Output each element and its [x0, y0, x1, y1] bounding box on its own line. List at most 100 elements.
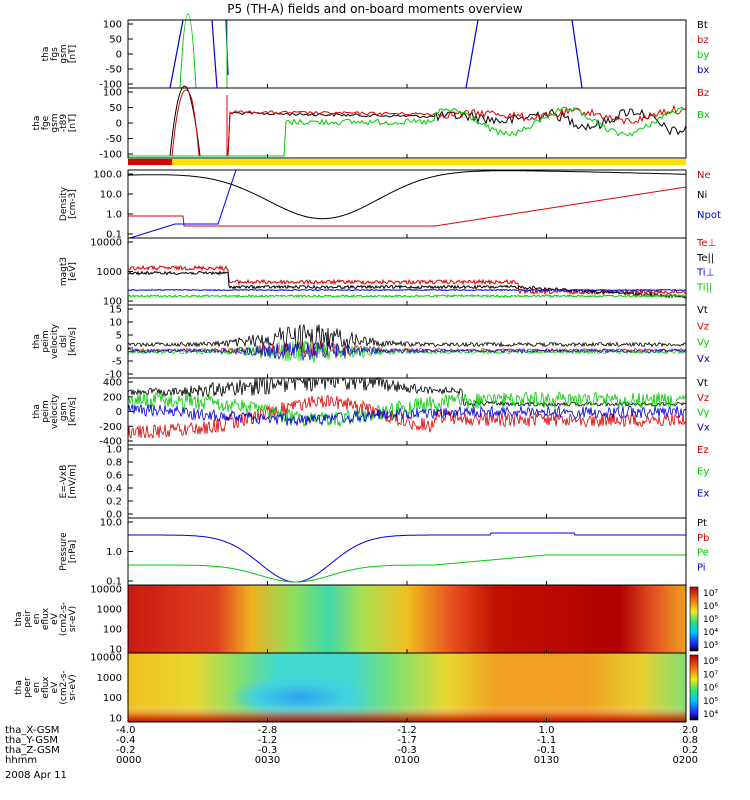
ylabel-line: (cm2-s- — [59, 602, 69, 636]
ylabel-line: E=-VxB — [59, 465, 69, 499]
series-bz — [171, 89, 200, 157]
ylabel-line: [mV/m] — [68, 465, 78, 499]
ytick-label: 1000 — [97, 605, 122, 616]
ytick-label: 10.0 — [100, 518, 122, 529]
panel-8: Pressure [nPa] 10.0 1.0 0.1 Pt Pb Pe Pi — [59, 517, 709, 588]
ylabel-line: fge — [41, 115, 51, 130]
footer-value: 0.8 — [682, 735, 698, 746]
legend-entry: Pt — [697, 518, 707, 529]
ytick-label: 10000 — [90, 585, 122, 596]
ylabel-line: tha — [14, 680, 24, 695]
ylabel-line: en — [32, 682, 42, 693]
footer-value: -1.7 — [397, 735, 417, 746]
footer-value: 2.0 — [682, 725, 698, 736]
legend-entry: Ti⊥ — [696, 268, 714, 279]
ytick-label: -50 — [106, 65, 122, 76]
legend-entry: Vx — [697, 422, 710, 433]
ytick-label: 100.0 — [93, 170, 122, 181]
series-bt — [128, 108, 687, 157]
ylabel-line: [km/s] — [68, 327, 78, 356]
colorbar-tick-label: 10⁷ — [703, 589, 718, 599]
panel-7-ylabel: E=-VxB [mV/m] — [59, 465, 78, 499]
ytick-label: 0 — [116, 344, 122, 355]
panel-4-data — [127, 264, 687, 299]
panel-4-ylabel: magt3 [eV] — [59, 257, 78, 286]
ylabel-line: gsm — [50, 113, 60, 132]
ylabel-line: magt3 — [59, 257, 69, 286]
spectrogram-ions — [128, 585, 686, 653]
panel-2-ylabel: tha fge gsm -t89 [nT] — [32, 113, 78, 132]
ytick-label: 0.6 — [106, 471, 122, 482]
panel-7: E=-VxB [mV/m] 1.0 0.8 0.6 0.4 0.2 0.0 Ez Ey Ex — [59, 444, 709, 521]
series-vy — [127, 391, 687, 428]
ylabel-line: peer — [23, 677, 33, 698]
ytick-label: -200 — [99, 422, 122, 433]
ytick-label: 100 — [103, 625, 122, 636]
ylabel-line: [km/s] — [68, 397, 78, 426]
ytick-label: 0 — [116, 50, 122, 61]
ytick-label: 100 — [103, 88, 122, 99]
panel-1: tha fgs gsm [nT] 100 50 0 -50 -100 Bt bz by bx — [41, 13, 709, 91]
colorbar-tick-label: 10⁸ — [703, 657, 718, 667]
ylabel-line: eflux — [41, 607, 51, 630]
colorbar-tick-label: 10⁶ — [703, 684, 718, 694]
panel-5-data — [127, 324, 687, 363]
series-bx — [169, 19, 184, 89]
series-te-perp — [127, 264, 687, 296]
panel-6-legend: Vt Vz Vy Vx — [697, 378, 710, 433]
legend-entry: Ez — [697, 445, 709, 456]
legend-entry: Te⊥ — [696, 238, 716, 249]
quality-bar-bad — [128, 159, 172, 165]
panel-frame — [127, 444, 687, 519]
footer-value: 0100 — [394, 755, 419, 766]
colorbar-tick-label: 10⁵ — [703, 697, 718, 707]
ylabel-line: peim — [41, 400, 51, 423]
panel-frame — [127, 377, 687, 446]
ytick-label: 0.1 — [106, 230, 122, 241]
legend-entry: bx — [697, 65, 709, 76]
footer-value: -1.2 — [397, 725, 417, 736]
series-bx — [128, 106, 687, 157]
ytick-label: 1.0 — [106, 210, 122, 221]
panel-6: tha peim velocity gsm [km/s] 400 200 0 -200 -400 V… — [32, 376, 710, 448]
panel-1-legend: Bt bz by bx — [697, 20, 709, 76]
panel-8-ylabel: Pressure [nPa] — [59, 532, 78, 571]
footer-value: -0.3 — [397, 745, 417, 756]
ytick-label: 10000 — [90, 653, 122, 664]
legend-entry: Bt — [697, 20, 708, 31]
panel-1-ylabel: tha fgs gsm [nT] — [41, 44, 78, 63]
series-bx — [465, 19, 583, 89]
footer-value: -0.1 — [537, 745, 557, 756]
ytick-label: 100 — [103, 20, 122, 31]
legend-entry: Ey — [697, 467, 709, 478]
legend-entry: Pi — [697, 562, 706, 573]
ylabel-line: eflux — [41, 676, 51, 699]
ylabel-line: dsl — [59, 335, 69, 348]
panel-6-data — [127, 376, 687, 439]
footer-value: 0.2 — [682, 745, 698, 756]
panel-10: tha peer en eflux eV (cm2-s-sr-eV) 10000 1000 10… — [14, 652, 718, 725]
legend-entry: Vt — [697, 305, 708, 316]
ytick-label: 50 — [109, 103, 122, 114]
series-bz — [128, 104, 687, 157]
panel-3: Density [cm-3] 100.0 10.0 1.0 0.1 Ne Ni Npot — [59, 169, 721, 241]
series-pe — [128, 554, 686, 583]
ylabel-line: tha — [32, 116, 42, 131]
legend-entry: Pb — [697, 533, 709, 544]
panel-2-data — [128, 85, 687, 165]
ylabel-line: tha — [41, 47, 51, 62]
colorbar-tick-label: 10⁶ — [703, 602, 718, 612]
panel-10-data — [128, 653, 686, 722]
footer-value: 0000 — [116, 755, 141, 766]
series-ti-perp — [127, 288, 687, 292]
legend-entry: Npot — [697, 210, 721, 221]
panel-2: tha fge gsm -t89 [nT] 100 50 0 -50 -100 Bz Bx — [32, 85, 710, 165]
colorbar-tick-label: 10⁵ — [703, 615, 718, 625]
ylabel-line: velocity — [50, 393, 60, 429]
panel-5-ylabel: tha peim velocity dsl [km/s] — [32, 323, 78, 359]
footer-row-label: tha_Z-GSM — [5, 745, 60, 756]
legend-entry: Vx — [697, 354, 710, 365]
footer-row-label: hhmm — [5, 755, 37, 766]
ylabel-line: Density — [59, 186, 69, 221]
footer-date: 2008 Apr 11 — [5, 770, 67, 781]
